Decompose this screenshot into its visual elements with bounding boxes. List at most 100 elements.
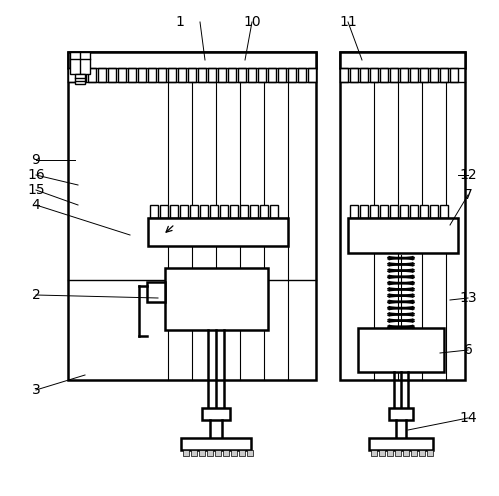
Bar [238, 68, 246, 82]
Bar [148, 68, 156, 82]
Bar [358, 328, 444, 372]
Bar [420, 205, 428, 218]
Bar [230, 205, 238, 218]
Bar [258, 68, 266, 82]
Bar [68, 52, 316, 380]
Bar [410, 205, 418, 218]
Bar [208, 68, 216, 82]
Bar [350, 68, 358, 82]
Bar [379, 450, 385, 456]
Bar [411, 450, 417, 456]
Bar [268, 68, 276, 82]
Bar [200, 205, 208, 218]
Bar [180, 205, 188, 218]
Bar [118, 68, 126, 82]
Bar [278, 68, 286, 82]
Bar [403, 450, 409, 456]
Text: 2: 2 [31, 288, 40, 302]
Bar [371, 450, 377, 456]
Bar [427, 450, 433, 456]
Bar [390, 68, 398, 82]
Bar [360, 68, 368, 82]
Bar [168, 68, 176, 82]
Bar [210, 205, 218, 218]
Bar [165, 268, 268, 330]
Text: 6: 6 [464, 343, 473, 357]
Bar [419, 450, 425, 456]
Bar [360, 205, 368, 218]
Bar [450, 68, 458, 82]
Text: 4: 4 [31, 198, 40, 212]
Bar [228, 68, 236, 82]
Bar [98, 68, 106, 82]
Bar [400, 68, 408, 82]
Bar [88, 68, 96, 82]
Bar [160, 205, 168, 218]
Bar [158, 68, 166, 82]
Text: 10: 10 [243, 15, 261, 29]
Bar [370, 205, 378, 218]
Bar [181, 438, 251, 450]
Bar [190, 205, 198, 218]
Bar [138, 68, 146, 82]
Bar [148, 218, 288, 246]
Bar [150, 205, 158, 218]
Text: 13: 13 [459, 291, 477, 305]
Bar [400, 205, 408, 218]
Bar [220, 205, 228, 218]
Bar [308, 68, 316, 82]
Text: 11: 11 [339, 15, 357, 29]
Bar [68, 68, 76, 82]
Bar [340, 52, 465, 68]
Bar [270, 205, 278, 218]
Bar [170, 205, 178, 218]
Bar [288, 68, 296, 82]
Text: 7: 7 [464, 188, 473, 202]
Bar [183, 450, 189, 456]
Text: 12: 12 [459, 168, 477, 182]
Bar [298, 68, 306, 82]
Bar [75, 74, 85, 84]
Bar [440, 205, 448, 218]
Bar [370, 68, 378, 82]
Bar [250, 205, 258, 218]
Text: 14: 14 [459, 411, 477, 425]
Bar [215, 450, 221, 456]
Bar [218, 68, 226, 82]
Bar [70, 52, 90, 74]
Bar [191, 450, 197, 456]
Bar [380, 68, 388, 82]
Bar [389, 408, 413, 420]
Bar [178, 68, 186, 82]
Bar [231, 450, 237, 456]
Text: 15: 15 [27, 183, 45, 197]
Bar [247, 450, 253, 456]
Bar [430, 68, 438, 82]
Bar [68, 52, 316, 68]
Bar [223, 450, 229, 456]
Bar [440, 68, 448, 82]
Bar [340, 68, 348, 82]
Bar [248, 68, 256, 82]
Bar [147, 282, 165, 302]
Text: 3: 3 [31, 383, 40, 397]
Bar [420, 68, 428, 82]
Bar [369, 438, 433, 450]
Bar [395, 450, 401, 456]
Bar [260, 205, 268, 218]
Bar [240, 205, 248, 218]
Bar [202, 408, 230, 420]
Bar [198, 68, 206, 82]
Bar [188, 68, 196, 82]
Bar [390, 205, 398, 218]
Bar [199, 450, 205, 456]
Bar [108, 68, 116, 82]
Bar [348, 218, 458, 253]
Bar [410, 68, 418, 82]
Bar [380, 205, 388, 218]
Bar [128, 68, 136, 82]
Bar [387, 450, 393, 456]
Bar [78, 68, 86, 82]
Bar [350, 205, 358, 218]
Text: 9: 9 [31, 153, 40, 167]
